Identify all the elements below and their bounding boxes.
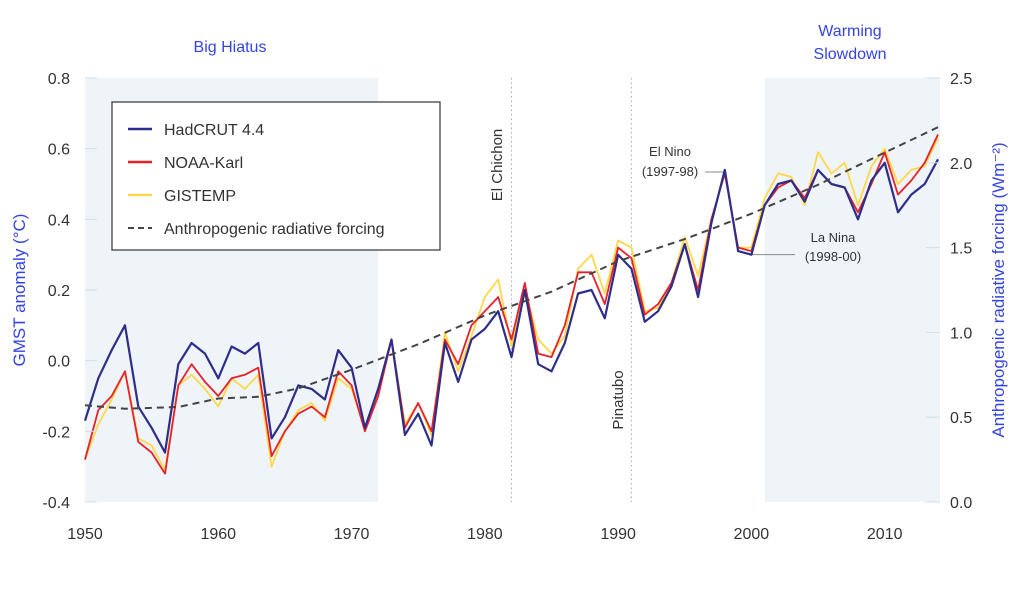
- annotation-la-nina-2: (1998-00): [805, 249, 861, 264]
- y-tick-label: 0.8: [48, 71, 70, 88]
- y2-tick-label: 0.5: [950, 410, 972, 427]
- annotation-el-nino-2: (1997-98): [642, 164, 698, 179]
- x-tick-label: 2000: [734, 526, 770, 543]
- y2-tick-label: 0.0: [950, 495, 972, 512]
- legend-label-gistemp: GISTEMP: [164, 188, 236, 205]
- x-tick-label: 1980: [467, 526, 503, 543]
- annotation-la-nina-1: La Nina: [811, 230, 857, 245]
- series-line-hadcrut-4-4: [83, 158, 939, 454]
- x-tick-label: 1970: [334, 526, 370, 543]
- legend-label-hadcrut: HadCRUT 4.4: [164, 122, 264, 139]
- y-tick-label: 0.0: [48, 354, 70, 371]
- x-tick-label: 1960: [200, 526, 236, 543]
- x-tick-label: 1950: [67, 526, 103, 543]
- legend-label-forcing: Anthropogenic radiative forcing: [164, 221, 385, 238]
- period-label-big-hiatus: Big Hiatus: [194, 39, 267, 56]
- series-line-forcing: [84, 126, 939, 410]
- period-label-warming-line2: Slowdown: [814, 46, 887, 63]
- event-label-pinatubo: Pinatubo: [610, 370, 627, 429]
- legend: HadCRUT 4.4 NOAA-Karl GISTEMP Anthropoge…: [111, 101, 441, 251]
- y-tick-label: -0.4: [42, 495, 70, 512]
- y2-tick-label: 1.5: [950, 241, 972, 258]
- y-tick-label: 0.2: [48, 283, 70, 300]
- y2-tick-label: 2.0: [950, 156, 972, 173]
- legend-label-noaa: NOAA-Karl: [164, 155, 243, 172]
- x-tick-label: 1990: [600, 526, 636, 543]
- period-label-warming-line1: Warming: [818, 23, 881, 40]
- y-tick-label: 0.6: [48, 142, 70, 159]
- event-label-el-chichon: El Chichon: [489, 129, 506, 202]
- y2-axis-label: Anthropogenic radiative forcing (Wm⁻²): [989, 142, 1008, 437]
- legend-box: [111, 101, 441, 251]
- y-tick-label: 0.4: [48, 212, 70, 229]
- annotation-el-nino-1: El Nino: [649, 144, 691, 159]
- x-tick-label: 2010: [867, 526, 903, 543]
- shaded-period-1: [764, 78, 940, 502]
- y2-tick-label: 2.5: [950, 71, 972, 88]
- y-tick-label: -0.2: [42, 424, 70, 441]
- y-axis-label: GMST anomaly (°C): [10, 214, 29, 367]
- y2-tick-label: 1.0: [950, 325, 972, 342]
